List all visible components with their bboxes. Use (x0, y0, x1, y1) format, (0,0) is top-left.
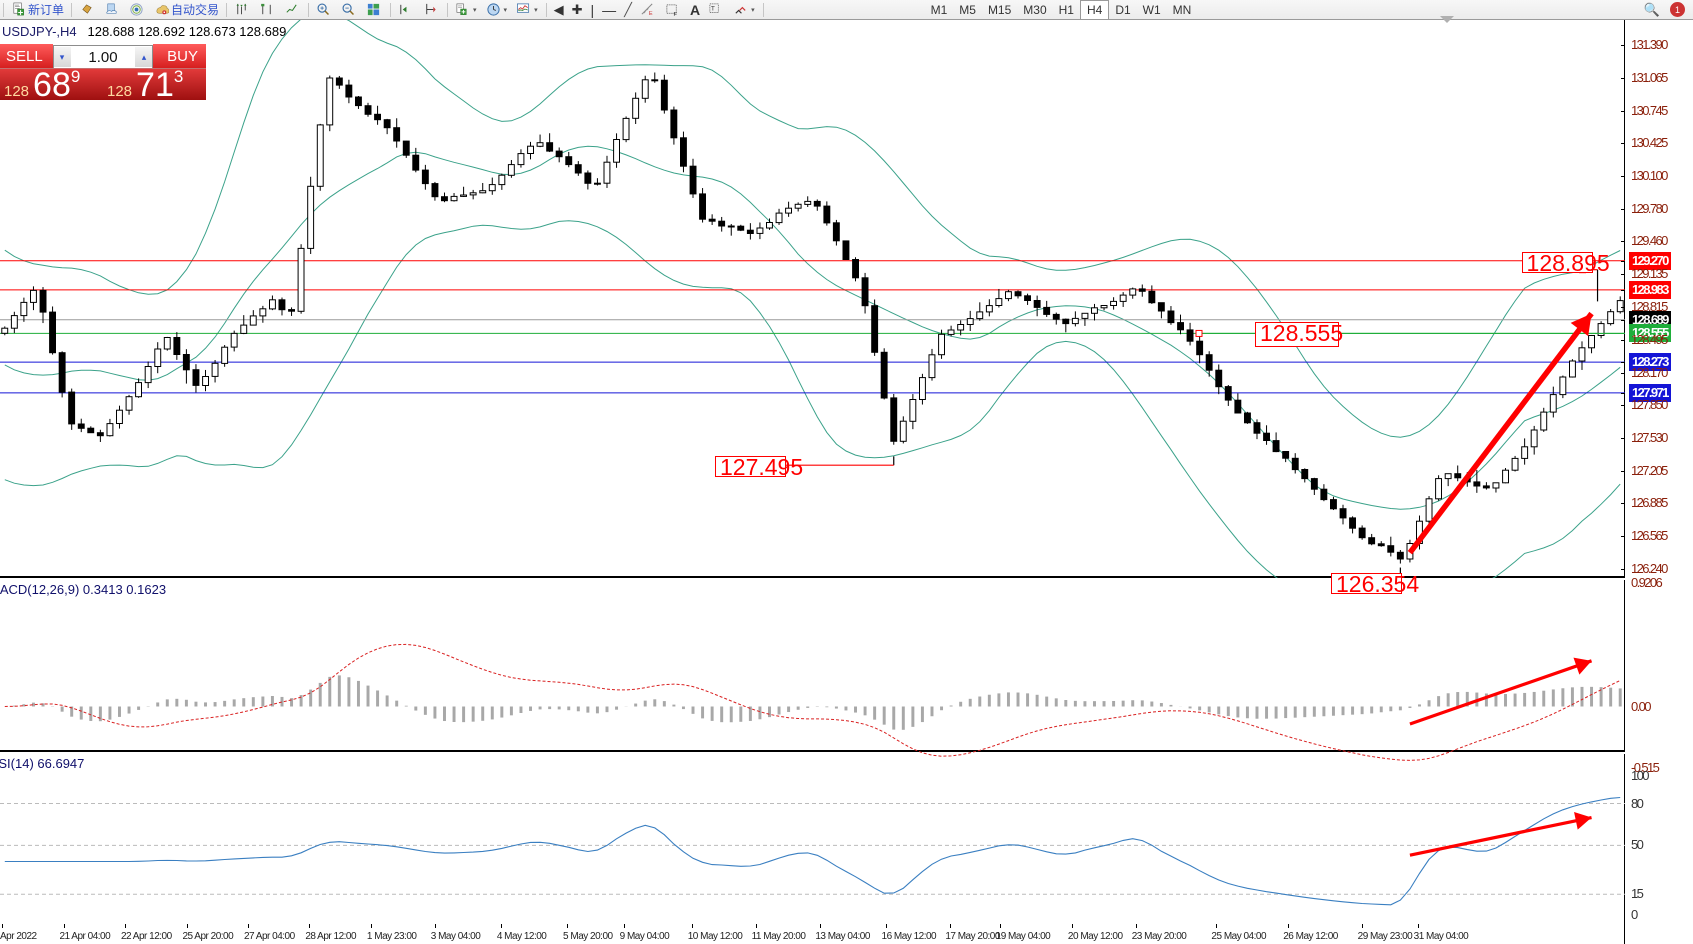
svg-text:E: E (649, 11, 653, 17)
svg-text:F: F (673, 12, 677, 17)
svg-text:T: T (711, 5, 715, 12)
